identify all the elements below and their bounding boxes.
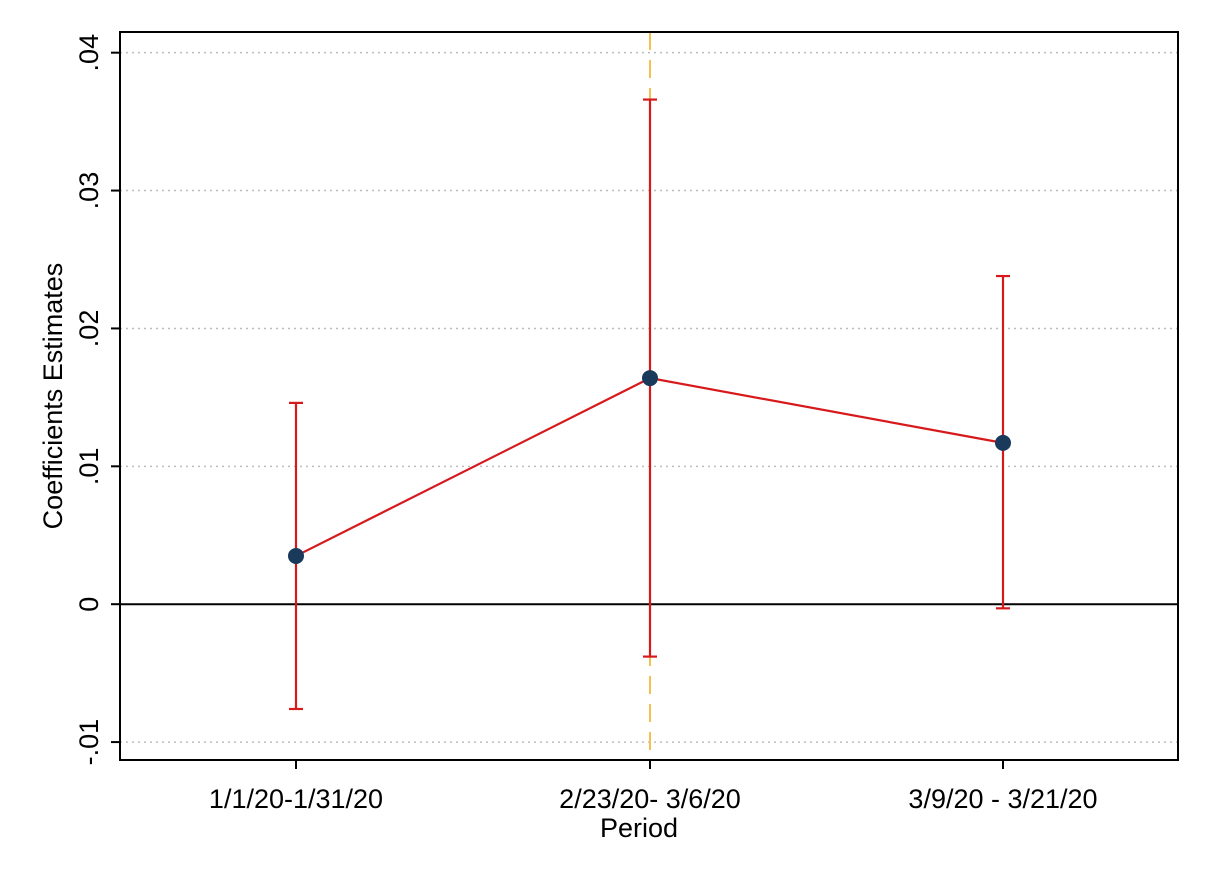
- x-tick-label: 2/23/20- 3/6/20: [559, 784, 741, 814]
- x-tick-label: 3/9/20 - 3/21/20: [908, 784, 1097, 814]
- y-tick-label: .01: [74, 448, 104, 486]
- estimate-markers: [288, 370, 1011, 564]
- y-tick-label: .04: [74, 34, 104, 72]
- estimate-point: [995, 434, 1011, 451]
- axes: -.01 0 .01 .02 .03 .04 1/1/20-1/31/20 2/23/20- …: [74, 34, 1098, 814]
- x-axis-title: Period: [600, 813, 678, 843]
- y-axis-title: Coefficients Estimates: [38, 263, 68, 530]
- y-tick-label: .02: [74, 310, 104, 348]
- y-tick-label: .03: [74, 172, 104, 210]
- y-tick-label: 0: [74, 597, 104, 612]
- y-tick-label: -.01: [74, 719, 104, 766]
- x-tick-label: 1/1/20-1/31/20: [209, 784, 383, 814]
- estimate-point: [288, 547, 304, 564]
- estimate-point: [642, 370, 658, 387]
